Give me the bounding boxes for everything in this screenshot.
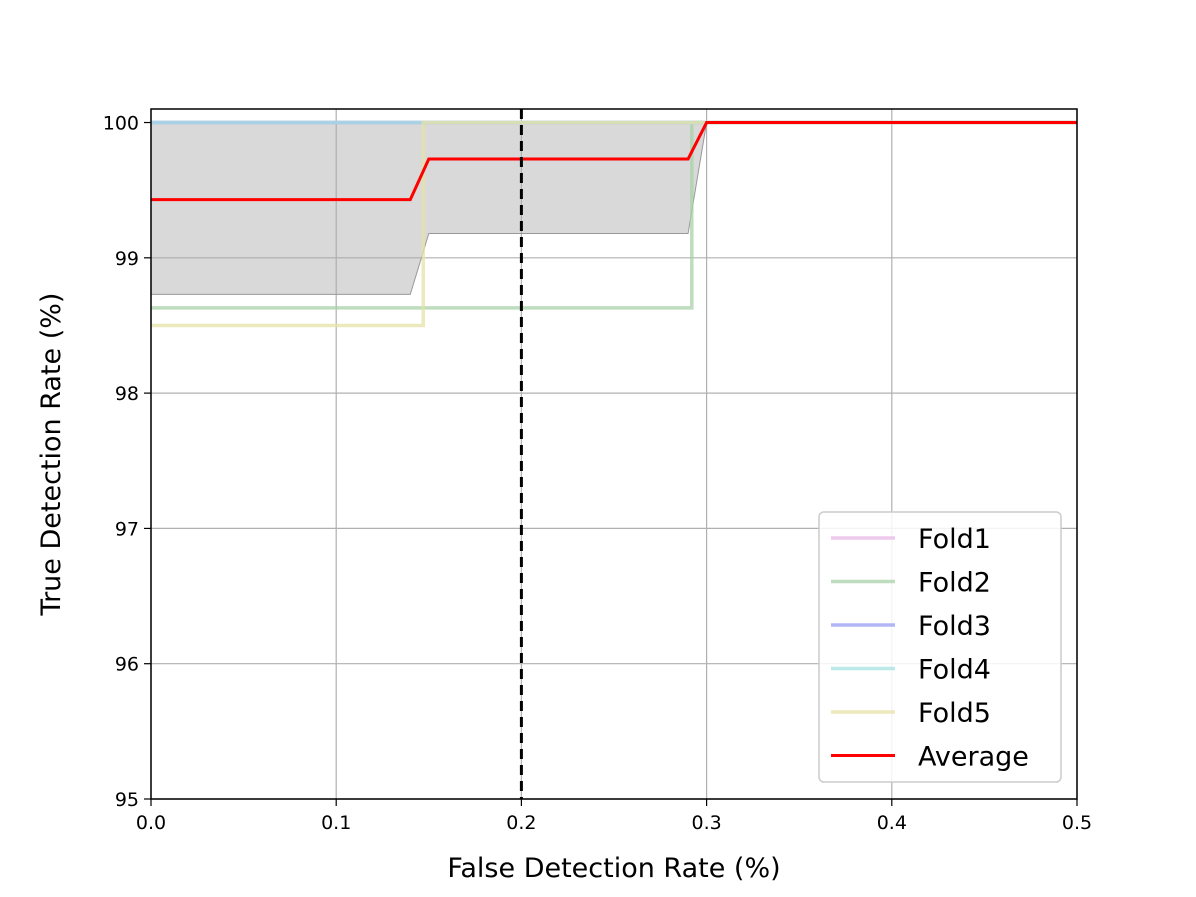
confidence-band: [150, 122, 1077, 295]
y-tick-label: 99: [115, 248, 139, 270]
legend-label: Fold1: [918, 524, 991, 555]
x-axis-label: False Detection Rate (%): [447, 853, 780, 884]
legend-label: Fold5: [918, 698, 991, 729]
legend-label: Average: [918, 742, 1029, 773]
x-tick-label: 0.2: [506, 812, 536, 834]
x-tick-label: 0.0: [136, 812, 166, 834]
legend-label: Fold3: [918, 611, 991, 642]
y-tick-label: 97: [115, 518, 139, 540]
y-tick-label: 96: [115, 654, 139, 676]
x-tick-label: 0.3: [691, 812, 721, 834]
x-tick-label: 0.5: [1062, 812, 1092, 834]
legend: Fold1 Fold2 Fold3 Fold4 Fold5 Average: [818, 511, 1062, 783]
legend-box: [818, 511, 1062, 783]
y-axis-label: True Detection Rate (%): [36, 293, 67, 617]
y-tick-label: 100: [103, 113, 139, 135]
y-tick-label: 95: [115, 789, 139, 811]
y-tick-label: 98: [115, 383, 139, 405]
x-axis-ticks: 0.0 0.1 0.2 0.3 0.4 0.5: [136, 799, 1092, 834]
std-band: [150, 122, 1077, 295]
y-axis-ticks: 95 96 97 98 99 100: [103, 113, 151, 811]
x-tick-label: 0.4: [877, 812, 907, 834]
series-lines: [151, 120, 1077, 328]
legend-label: Fold4: [918, 655, 991, 686]
plot-frame: [150, 108, 1078, 800]
x-tick-label: 0.1: [321, 812, 351, 834]
legend-label: Fold2: [918, 568, 991, 599]
series-line-average: [151, 121, 1077, 202]
